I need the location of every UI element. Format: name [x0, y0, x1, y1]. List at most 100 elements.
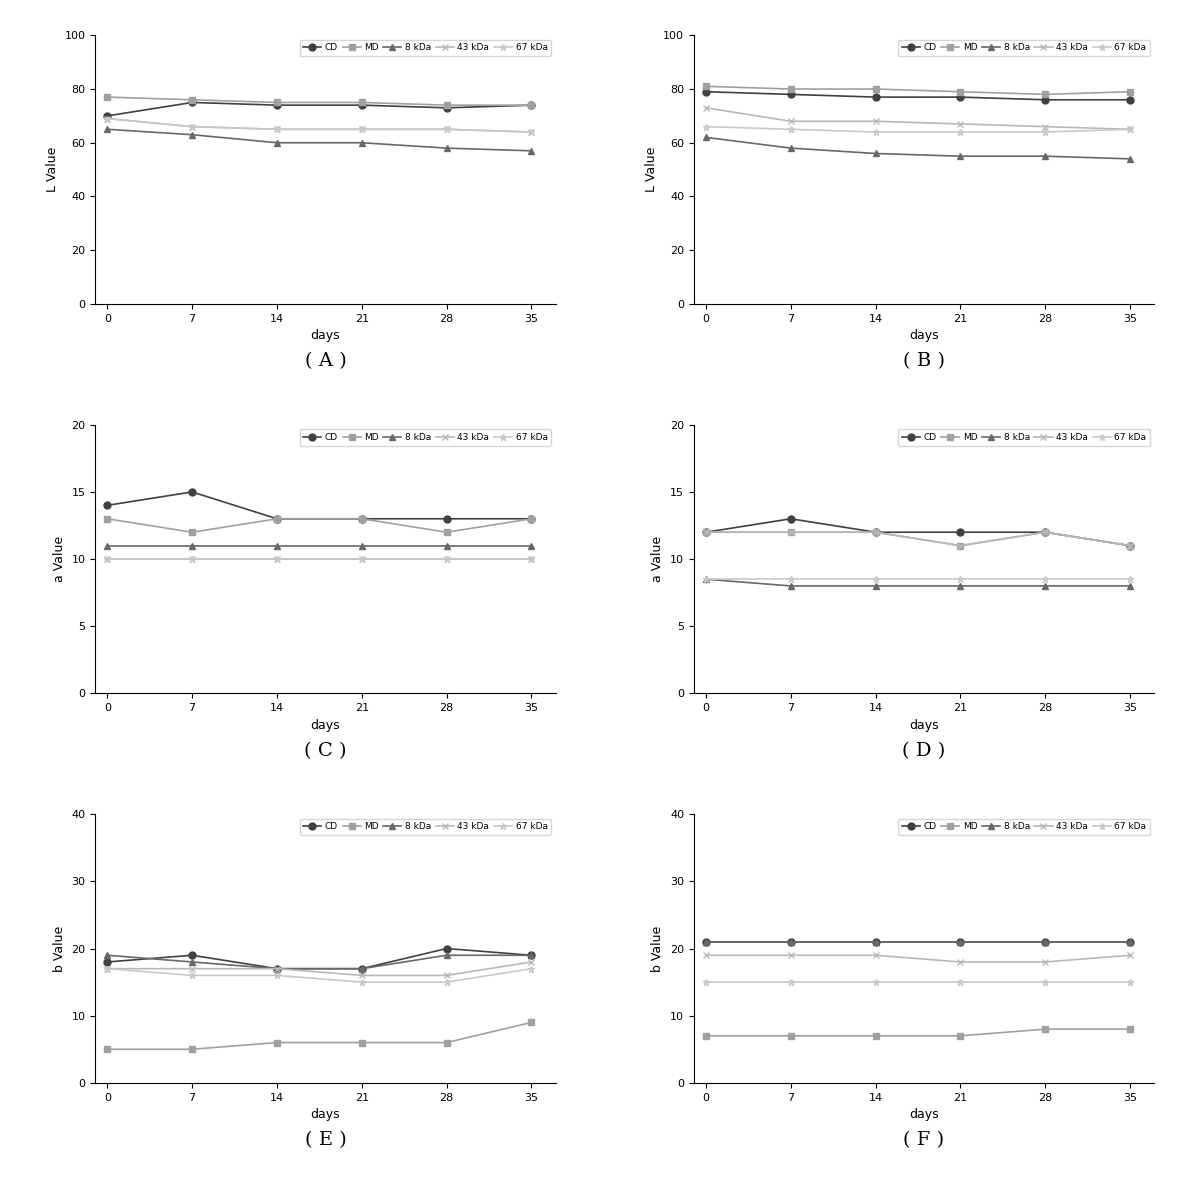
- CD: [1123, 539, 1138, 553]
- MD: [100, 1042, 114, 1056]
- 43 kDa: [784, 949, 798, 963]
- 43 kDa: [184, 962, 199, 976]
- CD: [699, 85, 713, 99]
- 67 kDa: [1123, 975, 1138, 989]
- 8 kDa: [439, 539, 453, 553]
- 8 kDa: [355, 539, 369, 553]
- CD: [439, 512, 453, 526]
- 67 kDa: [953, 125, 967, 139]
- 8 kDa: [953, 579, 967, 593]
- Y-axis label: a Value: a Value: [651, 536, 664, 583]
- Text: ( F ): ( F ): [903, 1131, 945, 1149]
- MD: [1123, 1022, 1138, 1036]
- 8 kDa: [184, 127, 199, 141]
- 8 kDa: [100, 539, 114, 553]
- MD: [1038, 87, 1052, 101]
- 43 kDa: [270, 122, 284, 137]
- Legend: CD, MD, 8 kDa, 43 kDa, 67 kDa: CD, MD, 8 kDa, 43 kDa, 67 kDa: [300, 430, 551, 446]
- MD: [184, 1042, 199, 1056]
- 8 kDa: [355, 962, 369, 976]
- Y-axis label: L Value: L Value: [46, 147, 60, 192]
- 43 kDa: [184, 120, 199, 134]
- 8 kDa: [1123, 152, 1138, 166]
- 43 kDa: [699, 101, 713, 115]
- 67 kDa: [1123, 122, 1138, 137]
- 43 kDa: [525, 955, 539, 969]
- 8 kDa: [525, 144, 539, 158]
- 67 kDa: [355, 975, 369, 989]
- 67 kDa: [100, 112, 114, 126]
- MD: [525, 1016, 539, 1030]
- CD: [869, 89, 883, 104]
- 67 kDa: [1038, 125, 1052, 139]
- CD: [270, 962, 284, 976]
- 8 kDa: [699, 935, 713, 949]
- CD: [439, 942, 453, 956]
- Y-axis label: b Value: b Value: [651, 925, 664, 972]
- 8 kDa: [953, 149, 967, 164]
- Line: MD: MD: [104, 1019, 536, 1052]
- 8 kDa: [100, 949, 114, 963]
- Line: 8 kDa: 8 kDa: [702, 134, 1134, 162]
- Line: 67 kDa: 67 kDa: [104, 965, 536, 985]
- 8 kDa: [525, 539, 539, 553]
- MD: [699, 1029, 713, 1043]
- Y-axis label: L Value: L Value: [645, 147, 658, 192]
- X-axis label: days: days: [311, 1108, 340, 1122]
- 43 kDa: [525, 125, 539, 139]
- Text: ( E ): ( E ): [305, 1131, 346, 1149]
- 8 kDa: [953, 935, 967, 949]
- 43 kDa: [1038, 525, 1052, 539]
- 67 kDa: [439, 552, 453, 566]
- 67 kDa: [270, 122, 284, 137]
- 8 kDa: [869, 146, 883, 160]
- 43 kDa: [270, 962, 284, 976]
- CD: [784, 935, 798, 949]
- 8 kDa: [439, 949, 453, 963]
- Text: ( B ): ( B ): [903, 352, 945, 371]
- Line: 43 kDa: 43 kDa: [702, 952, 1134, 965]
- 8 kDa: [784, 579, 798, 593]
- X-axis label: days: days: [909, 1108, 939, 1122]
- CD: [1123, 935, 1138, 949]
- Y-axis label: a Value: a Value: [52, 536, 65, 583]
- CD: [953, 935, 967, 949]
- 8 kDa: [270, 539, 284, 553]
- MD: [439, 525, 453, 539]
- 67 kDa: [184, 969, 199, 983]
- Text: ( A ): ( A ): [305, 352, 346, 371]
- MD: [784, 525, 798, 539]
- Line: 67 kDa: 67 kDa: [104, 556, 536, 563]
- 43 kDa: [355, 552, 369, 566]
- 67 kDa: [784, 122, 798, 137]
- Line: MD: MD: [104, 94, 536, 108]
- 43 kDa: [1038, 120, 1052, 134]
- CD: [270, 98, 284, 112]
- 8 kDa: [184, 539, 199, 553]
- 43 kDa: [525, 552, 539, 566]
- MD: [699, 79, 713, 93]
- 8 kDa: [1038, 579, 1052, 593]
- 43 kDa: [699, 949, 713, 963]
- Line: 43 kDa: 43 kDa: [104, 115, 536, 135]
- MD: [270, 95, 284, 109]
- CD: [184, 95, 199, 109]
- Line: MD: MD: [702, 528, 1134, 550]
- MD: [784, 1029, 798, 1043]
- MD: [869, 525, 883, 539]
- 43 kDa: [439, 552, 453, 566]
- CD: [270, 512, 284, 526]
- CD: [1123, 93, 1138, 107]
- 8 kDa: [869, 935, 883, 949]
- 67 kDa: [525, 125, 539, 139]
- MD: [355, 95, 369, 109]
- X-axis label: days: days: [909, 330, 939, 343]
- CD: [953, 525, 967, 539]
- CD: [869, 935, 883, 949]
- CD: [355, 512, 369, 526]
- Legend: CD, MD, 8 kDa, 43 kDa, 67 kDa: CD, MD, 8 kDa, 43 kDa, 67 kDa: [898, 819, 1150, 834]
- MD: [184, 525, 199, 539]
- 43 kDa: [1123, 949, 1138, 963]
- MD: [184, 93, 199, 107]
- 8 kDa: [184, 955, 199, 969]
